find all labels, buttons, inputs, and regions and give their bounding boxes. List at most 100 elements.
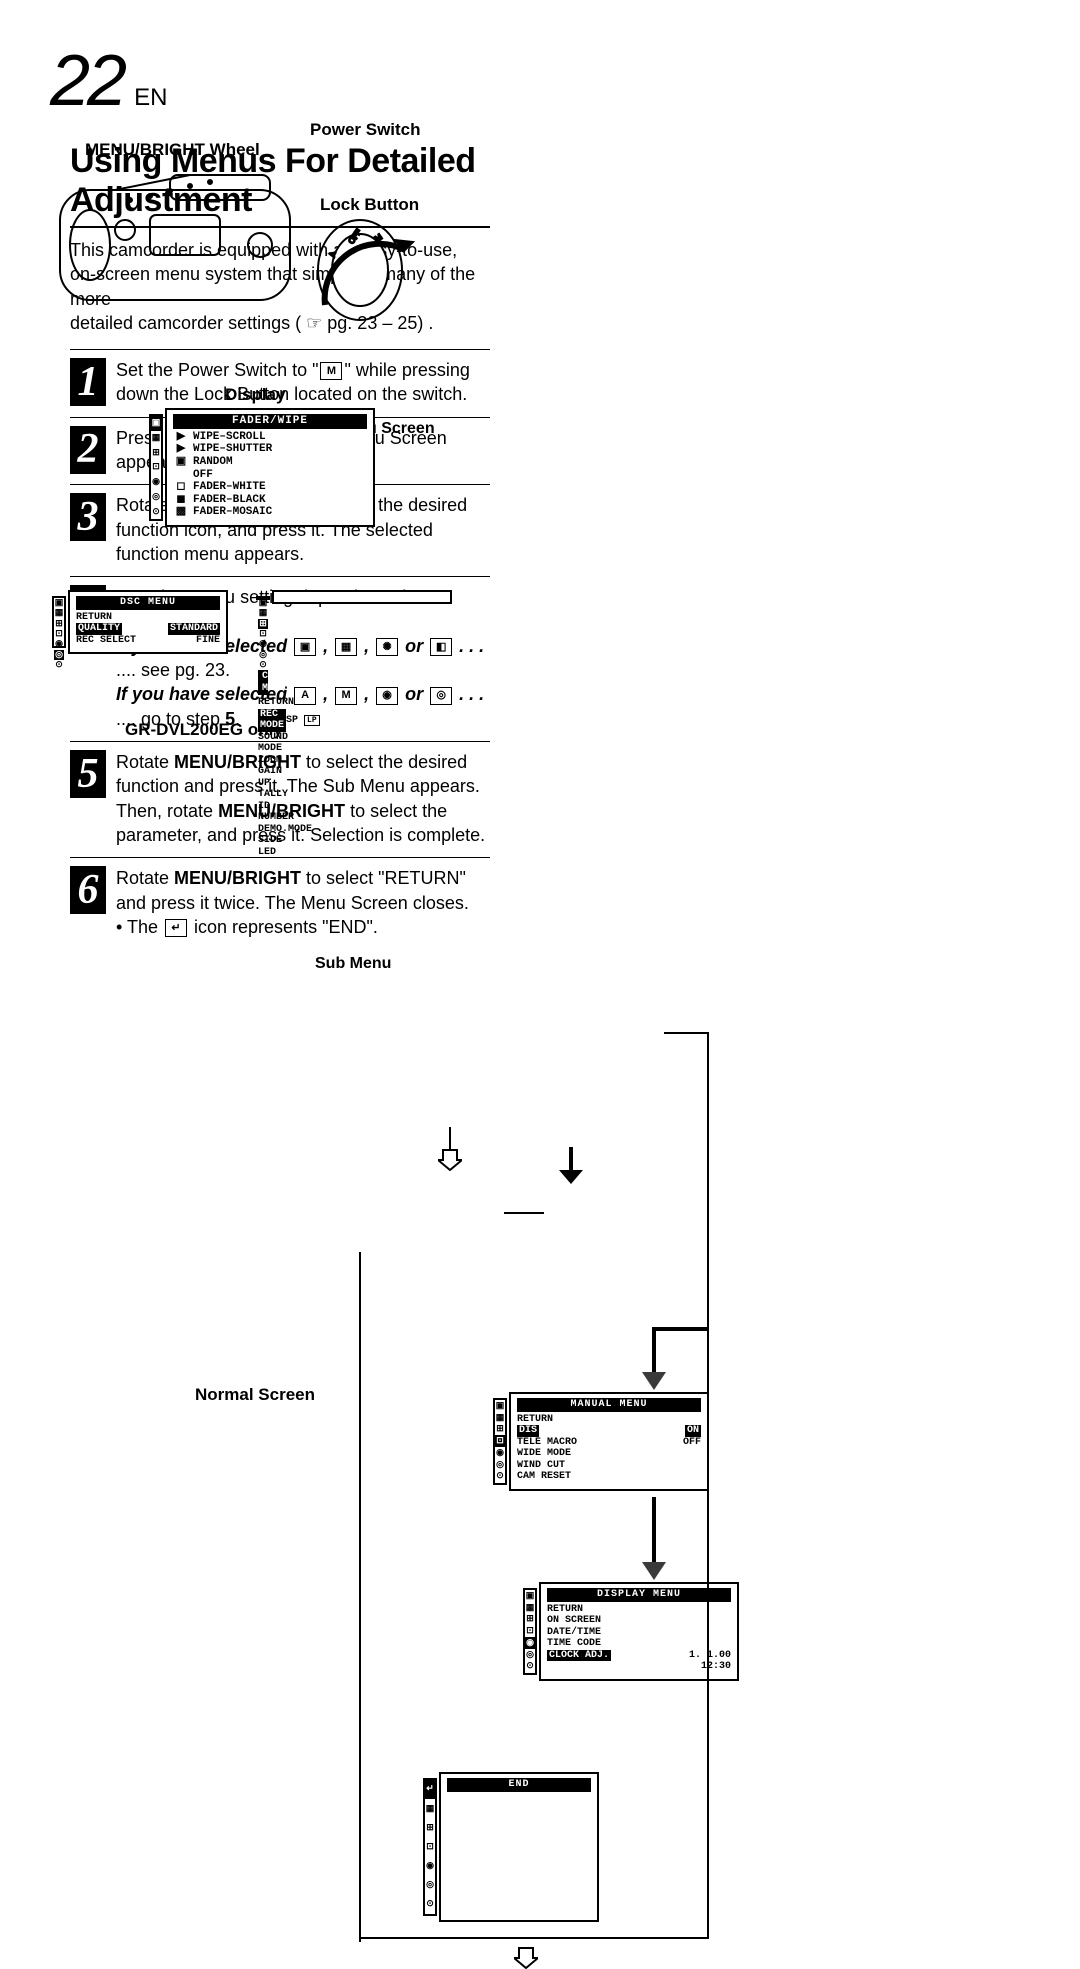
fader-item: WIPE–SCROLL [193, 431, 266, 444]
step-6: 6 Rotate MENU/BRIGHT to select "RETURN" … [70, 857, 490, 949]
cm-item: DEMO.MODE [258, 824, 312, 836]
label-display: Display [225, 385, 285, 405]
mm-item: DIS [517, 1425, 539, 1437]
dsc-title: DSC MENU [76, 596, 220, 610]
step-body: Set the Power Switch to "M" while pressi… [116, 358, 490, 407]
camcorder-illustration [50, 160, 310, 330]
dsc-item-val: STANDARD [168, 623, 220, 635]
dsc-item-val: FINE [196, 635, 220, 647]
mm-item: RETURN [517, 1414, 553, 1426]
label-sub-menu: Sub Menu [315, 955, 391, 973]
cm-item: TALLY [258, 789, 288, 801]
step-text: Rotate [116, 752, 174, 772]
step-text: , [318, 684, 333, 704]
page-header: 22 EN [50, 40, 1030, 122]
label-normal-screen: Normal Screen [195, 1385, 315, 1405]
step-number: 6 [70, 866, 106, 914]
connector [359, 1937, 709, 1939]
dm-item: DATE/TIME [547, 1627, 601, 1639]
step-text: .... see pg. 23. [116, 660, 230, 680]
arrow-down-icon [642, 1372, 666, 1390]
fader-item: RANDOM [193, 456, 233, 469]
cm-item: SIDE LED [258, 835, 282, 858]
fader-wipe-menu: ▣▦⊞⊡◉◎⊙ FADER/WIPE ▶WIPE–SCROLL ▶WIPE–SH… [165, 408, 375, 527]
mm-item: TELE MACRO [517, 1437, 577, 1449]
menu-sidebar-icons: ▣▦⊞⊡◉◎⊙ [149, 414, 163, 521]
camera-menu: ▣▦⊞⊡◉◎⊙ CAMERA MENU RETURN REC MODESP LP… [272, 590, 452, 604]
arrow-down-icon [514, 1947, 538, 1969]
dsc-menu: ▣▦⊞⊡◉◎⊙ DSC MENU RETURN QUALITYSTANDARD … [68, 590, 228, 654]
dsc-item: QUALITY [76, 623, 122, 635]
mm-item: CAM RESET [517, 1471, 571, 1483]
end-menu: ↵▦⊞⊡◉◎⊙ END [439, 1772, 599, 1922]
mm-item-val: OFF [683, 1437, 701, 1449]
camera-menu-title: CAMERA MENU [258, 670, 268, 695]
label-power-switch: Power Switch [310, 120, 421, 140]
dm-item-val: 1. 1.00 [689, 1650, 731, 1662]
display-menu: ▣▦⊞⊡◉◎⊙ DISPLAY MENU RETURN ON SCREEN DA… [539, 1582, 739, 1681]
step-text: . . . [459, 636, 484, 656]
lp-icon: LP [304, 715, 320, 726]
label-menu-bright-wheel: MENU/BRIGHT Wheel [85, 140, 260, 160]
step-text: • The [116, 917, 163, 937]
step-text-bold: MENU/BRIGHT [174, 868, 301, 888]
fader-item: FADER–BLACK [193, 494, 266, 507]
arrow-down-icon [438, 1149, 462, 1171]
connector [707, 1032, 709, 1937]
step-text: Then, rotate [116, 801, 218, 821]
manual-title: MANUAL MENU [517, 1398, 701, 1412]
cm-item: ZOOM [258, 755, 282, 767]
connector [504, 1212, 544, 1214]
step-text: , [359, 684, 374, 704]
menu-icon: ◉ [376, 687, 398, 705]
fader-item: FADER–MOSAIC [193, 506, 272, 519]
menu-icon: ◧ [430, 638, 452, 656]
connector [652, 1327, 656, 1377]
fader-item: FADER–WHITE [193, 481, 266, 494]
end-icon: ↵ [165, 919, 187, 937]
dm-item: CLOCK ADJ. [547, 1650, 611, 1662]
menu-sidebar-icons: ↵▦⊞⊡◉◎⊙ [423, 1778, 437, 1916]
step-number: 3 [70, 493, 106, 541]
connector [359, 1252, 361, 1942]
fader-item: WIPE–SHUTTER [193, 443, 272, 456]
return-label: RETURN [384, 868, 459, 888]
cm-item-val: SP [286, 715, 298, 727]
arrow-down-icon [559, 1170, 583, 1184]
page-number: 22 [50, 40, 124, 122]
cm-item: SOUND MODE [258, 732, 288, 755]
step-text: to select " [301, 868, 384, 888]
step-text: Rotate [116, 868, 174, 888]
dsc-item: REC SELECT [76, 635, 136, 647]
step-text: icon represents "END". [189, 917, 378, 937]
mm-item-val: ON [685, 1425, 701, 1437]
diagram-column: MENU/BRIGHT Wheel Power Switch Lock Butt… [50, 142, 490, 949]
step-number: 2 [70, 426, 106, 474]
dsc-item: RETURN [76, 612, 112, 624]
step-number: 1 [70, 358, 106, 406]
menu-sidebar-icons: ▣▦⊞⊡◉◎⊙ [52, 596, 66, 648]
step-body: Rotate MENU/BRIGHT to select "RETURN" an… [116, 866, 490, 939]
menu-sidebar-icons: ▣▦⊞⊡◉◎⊙ CAMERA MENU RETURN REC MODESP LP… [256, 596, 270, 600]
step-text: . . . [459, 684, 484, 704]
power-dial-illustration: OFF A M [305, 210, 425, 330]
menu-icon: A [294, 687, 316, 705]
arrow-down-icon [642, 1562, 666, 1580]
fader-item: OFF [193, 469, 213, 482]
menu-icon: ▦ [335, 638, 357, 656]
dm-item: TIME CODE [547, 1638, 601, 1650]
menu-sidebar-icons: ▣▦⊞⊡◉◎⊙ [523, 1588, 537, 1675]
step-text: Set the Power Switch to " [116, 360, 318, 380]
menu-icon: ✺ [376, 638, 398, 656]
cm-item: ID NUMBER [258, 801, 294, 824]
menu-icon: M [335, 687, 357, 705]
step-number: 5 [70, 750, 106, 798]
mm-item: WIND CUT [517, 1460, 565, 1472]
connector [652, 1497, 656, 1567]
cm-item: REC MODE [258, 709, 286, 732]
menu-sidebar-icons: ▣▦⊞⊡◉◎⊙ [493, 1398, 507, 1485]
step-text: , [359, 636, 374, 656]
page-lang: EN [134, 84, 167, 112]
dm-item: ON SCREEN [547, 1615, 601, 1627]
manual-menu: ▣▦⊞⊡◉◎⊙ MANUAL MENU RETURN DISON TELE MA… [509, 1392, 709, 1491]
